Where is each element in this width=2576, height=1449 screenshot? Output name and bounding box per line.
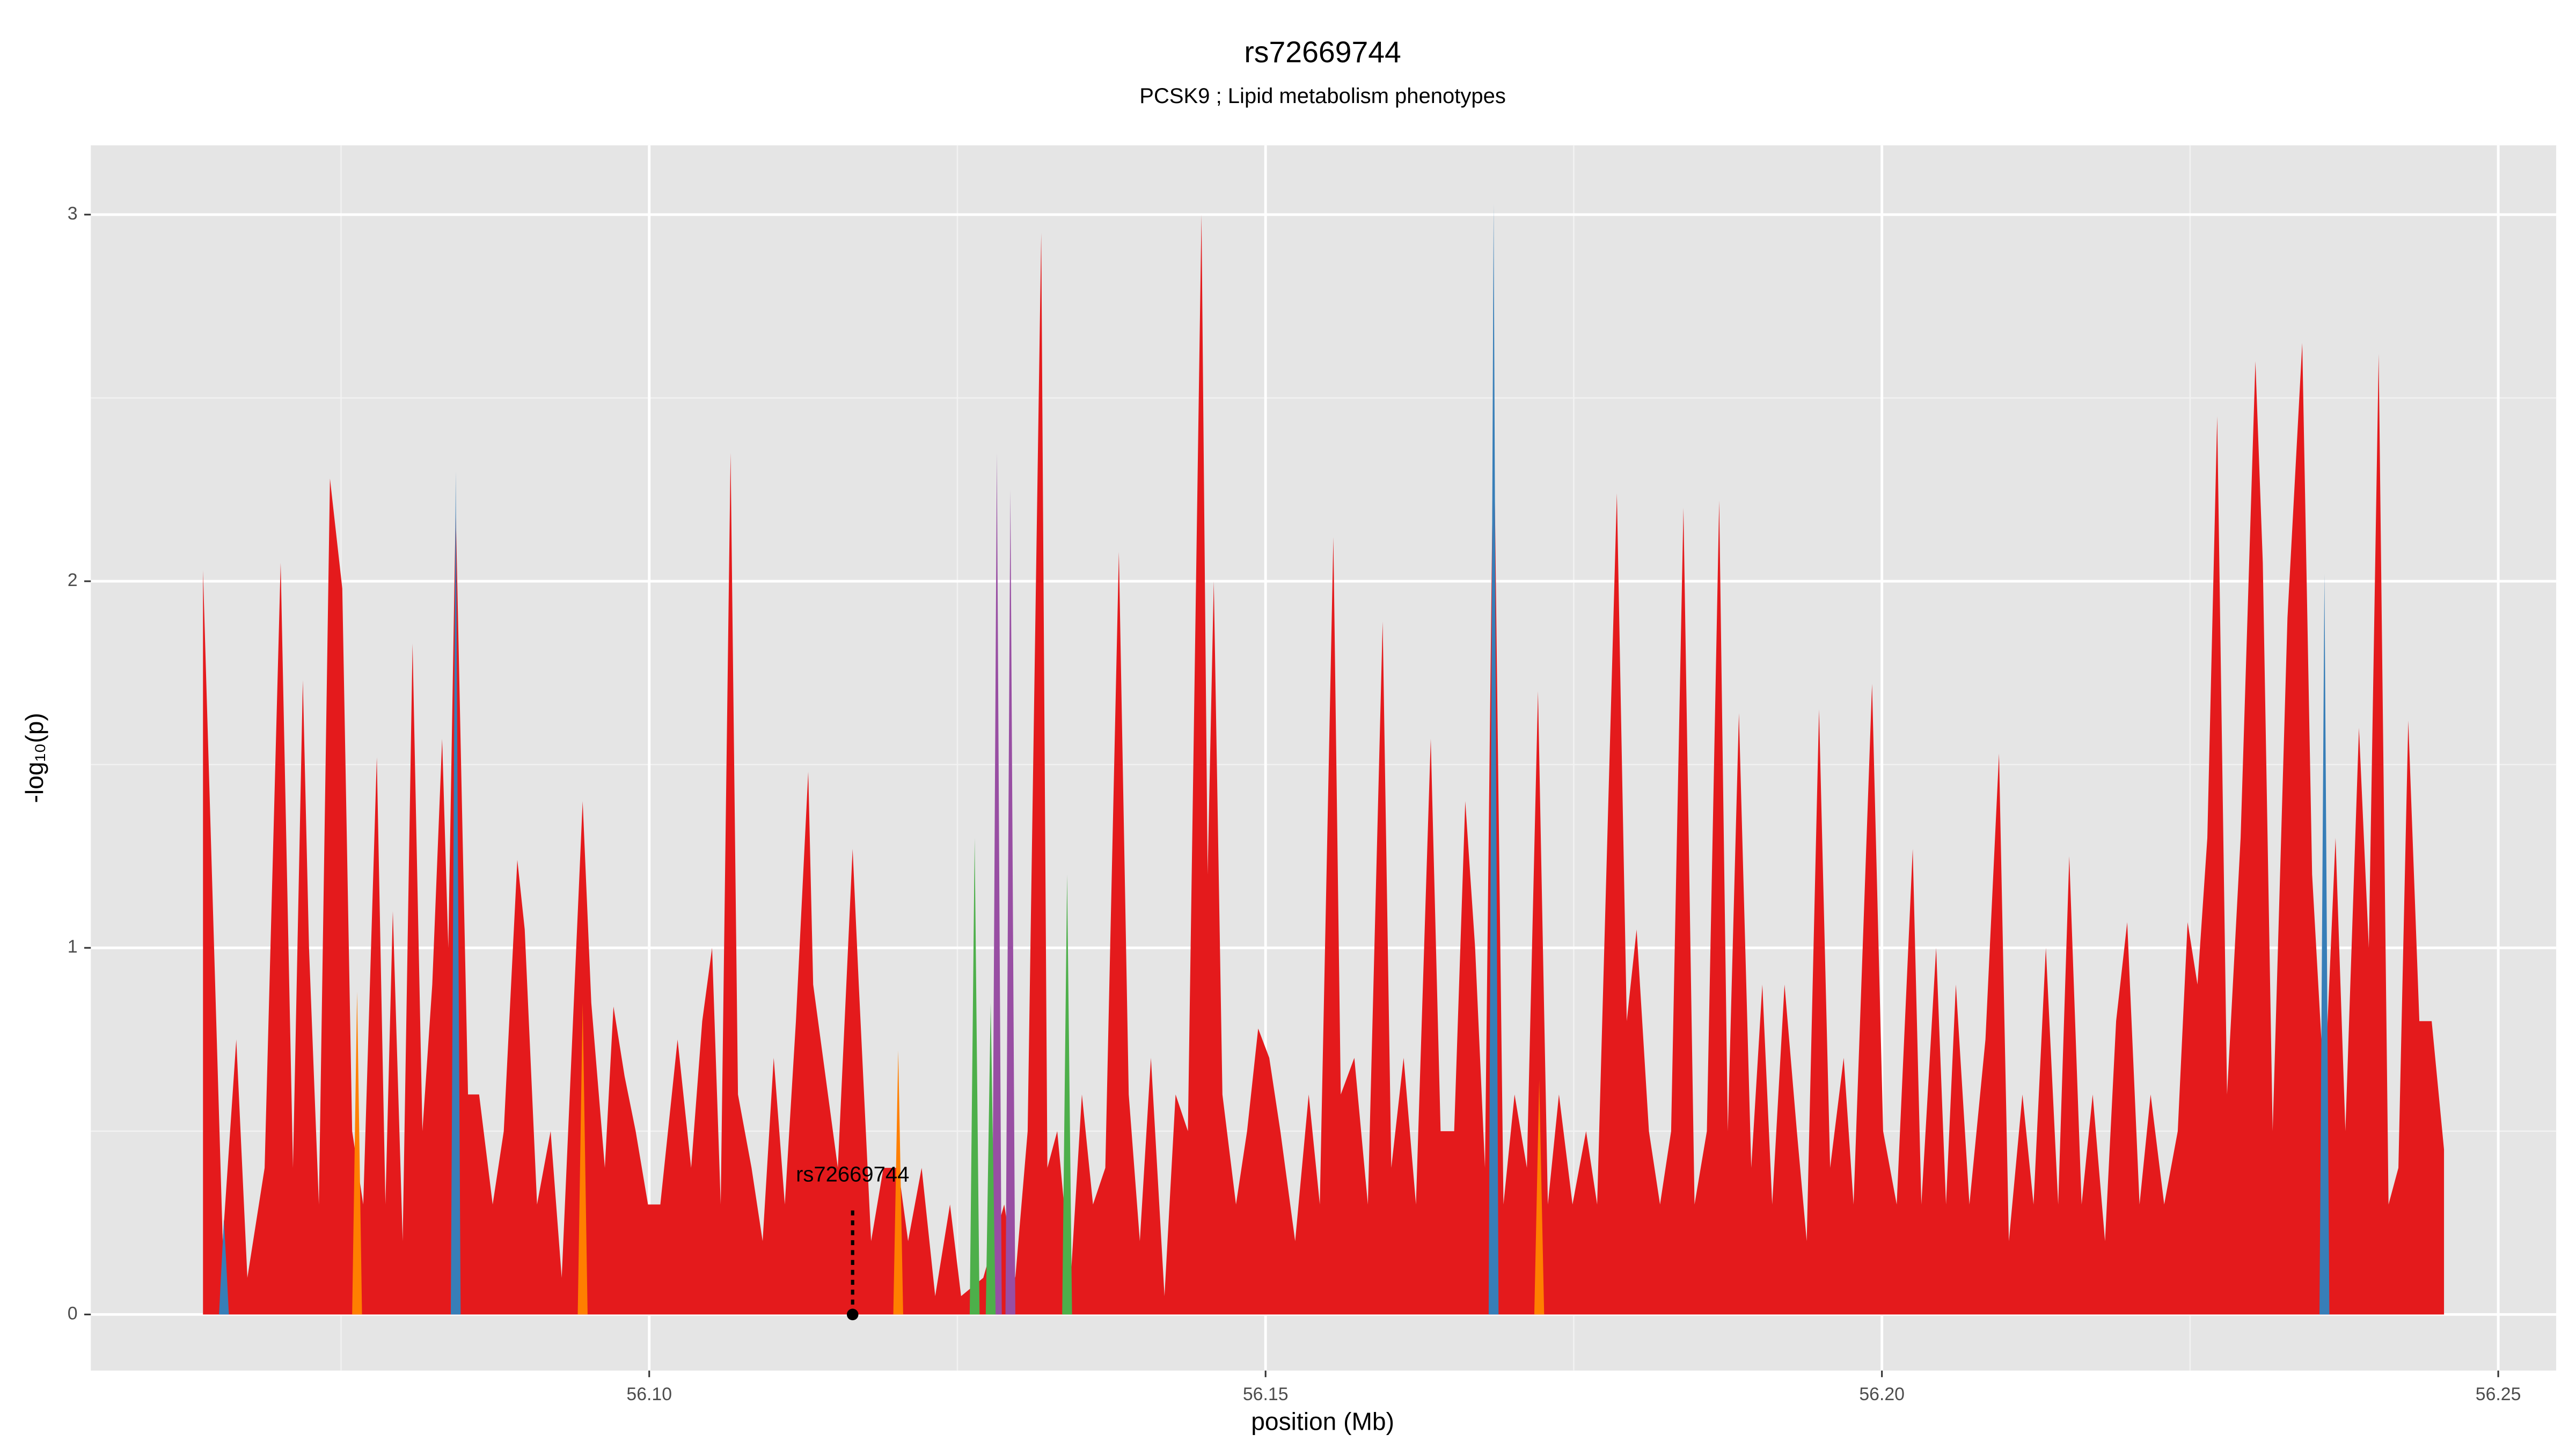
area: [203, 214, 2445, 1315]
y-tick-label: 1: [68, 936, 78, 957]
x-tick-label: 56.15: [1243, 1384, 1289, 1404]
area: [969, 838, 1072, 1315]
x-axis-label: position (Mb): [1251, 1407, 1394, 1435]
area: [992, 452, 1015, 1315]
chart-subtitle: PCSK9 ; Lipid metabolism phenotypes: [1139, 84, 1506, 108]
y-axis-label: -log₁₀(p): [20, 713, 48, 803]
chart-title: rs72669744: [1244, 35, 1401, 69]
y-tick-label: 2: [68, 570, 78, 590]
y-tick-label: 0: [68, 1303, 78, 1323]
y-tick-label: 3: [68, 203, 78, 224]
x-tick-label: 56.20: [1859, 1384, 1905, 1404]
annotation-point: [846, 1308, 859, 1321]
annotation-label: rs72669744: [796, 1162, 909, 1186]
x-tick-label: 56.25: [2476, 1384, 2521, 1404]
x-tick-label: 56.10: [626, 1384, 672, 1404]
